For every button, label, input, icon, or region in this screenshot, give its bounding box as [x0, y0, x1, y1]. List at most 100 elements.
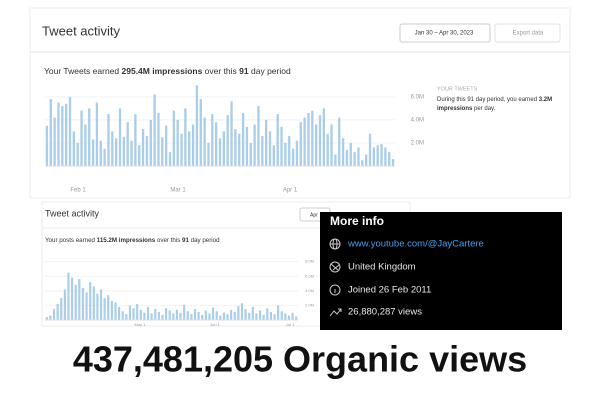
- bar: [134, 114, 137, 166]
- x-tick-label: Apr 1: [283, 188, 298, 194]
- bar: [269, 311, 272, 320]
- info-card: [320, 212, 562, 330]
- bar: [280, 126, 283, 166]
- t: 115.2M impressions: [97, 237, 156, 244]
- bar: [191, 124, 195, 166]
- t: Your Tweets earned: [44, 66, 122, 76]
- bar: [121, 311, 124, 320]
- bar: [125, 314, 128, 320]
- bar: [168, 310, 171, 320]
- bar: [49, 99, 52, 166]
- info-title: More info: [330, 214, 384, 228]
- bar: [280, 311, 283, 320]
- bar: [219, 315, 222, 320]
- info-link[interactable]: www.youtube.com/@JayCartere: [347, 239, 484, 250]
- bar: [184, 108, 187, 166]
- t: 295.4M impressions: [122, 66, 203, 76]
- bar: [288, 136, 291, 166]
- bar: [183, 304, 186, 320]
- bar: [111, 131, 114, 166]
- date-button[interactable]: [399, 23, 491, 43]
- t: 91: [239, 66, 249, 76]
- t: over this: [155, 237, 182, 244]
- bar: [322, 108, 325, 166]
- bar: [248, 312, 251, 320]
- export-button[interactable]: [494, 23, 561, 43]
- bar: [161, 314, 164, 320]
- bar: [233, 311, 236, 320]
- bar: [368, 133, 372, 166]
- bar: [186, 311, 189, 320]
- bar: [244, 309, 247, 320]
- bar: [84, 124, 87, 166]
- bar: [384, 147, 387, 166]
- bar: [193, 309, 197, 320]
- info-location: United Kingdom: [348, 262, 416, 273]
- bar: [249, 142, 252, 166]
- bar: [265, 119, 268, 166]
- side-line: impressions per day.: [437, 106, 496, 112]
- bar: [143, 312, 146, 320]
- export-label[interactable]: Export data: [513, 31, 544, 37]
- bar: [222, 131, 225, 166]
- bar: [291, 312, 294, 320]
- bar: [168, 152, 172, 166]
- bar: [307, 112, 310, 166]
- bar: [76, 142, 79, 166]
- t: During this 91 day period, you earned: [437, 97, 539, 103]
- bar: [311, 110, 314, 166]
- date-range[interactable]: Jan 30 – Apr 30, 2023: [415, 31, 474, 37]
- bar: [96, 293, 99, 320]
- bar: [272, 145, 275, 166]
- bar: [145, 136, 149, 166]
- bar: [353, 152, 356, 166]
- bar: [295, 140, 299, 166]
- bar: [190, 314, 193, 320]
- bar: [251, 306, 254, 320]
- date-range[interactable]: Apr: [310, 212, 318, 218]
- y-tick-label: 6.0M: [305, 273, 314, 278]
- bar: [218, 138, 222, 166]
- bar: [57, 102, 60, 166]
- bar: [253, 124, 256, 166]
- bar: [295, 316, 298, 320]
- bar: [99, 289, 103, 320]
- bar: [372, 147, 375, 166]
- bar: [345, 149, 349, 166]
- bar: [291, 148, 295, 166]
- bar: [118, 306, 121, 320]
- bar: [195, 85, 199, 166]
- bar: [330, 124, 333, 166]
- bar: [130, 140, 133, 166]
- bar: [276, 114, 279, 166]
- bar: [361, 160, 364, 166]
- bar: [341, 138, 345, 166]
- bar: [132, 308, 135, 320]
- bar: [136, 303, 139, 320]
- bar: [357, 147, 360, 166]
- bar: [85, 292, 88, 320]
- bar: [72, 131, 75, 166]
- bar: [81, 287, 85, 320]
- side-heading: YOUR TWEETS: [437, 86, 478, 92]
- bar: [255, 313, 258, 320]
- bar: [268, 131, 272, 166]
- y-tick-label: 8.0M: [305, 259, 314, 264]
- bar: [175, 309, 179, 320]
- info-views: 26,880,287 views: [348, 307, 422, 318]
- bar: [391, 159, 395, 166]
- bar: [240, 303, 244, 320]
- bar: [245, 126, 249, 166]
- bar: [115, 138, 118, 166]
- headline: 437,481,205 Organic views: [73, 339, 527, 380]
- t: day period: [189, 237, 220, 244]
- bar: [326, 133, 329, 166]
- bar: [230, 309, 233, 320]
- bar: [197, 311, 200, 320]
- bar: [103, 298, 106, 320]
- bar: [67, 272, 70, 320]
- bar: [45, 317, 48, 320]
- bar: [238, 133, 241, 166]
- bar: [138, 145, 141, 166]
